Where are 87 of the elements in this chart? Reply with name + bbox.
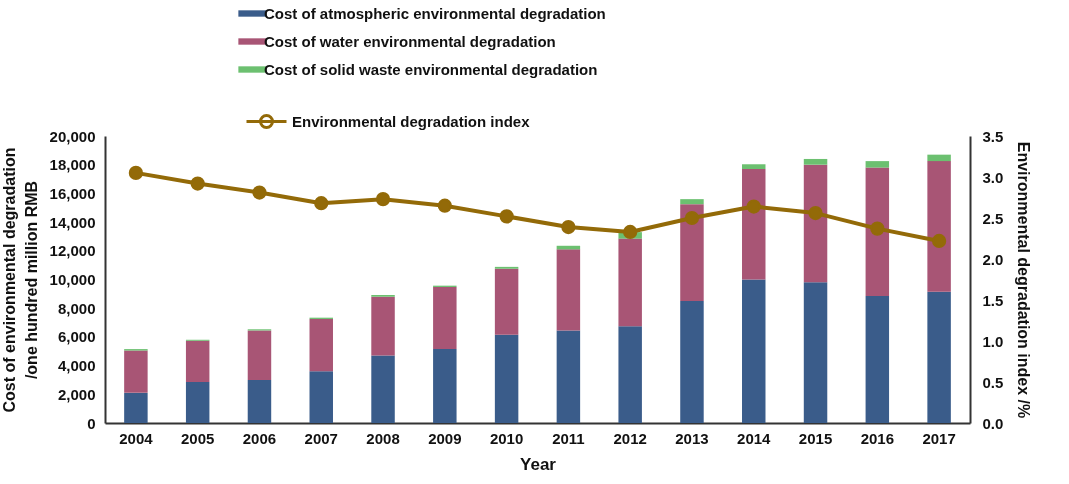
bar	[433, 349, 457, 423]
x-tick-label: 2011	[552, 429, 585, 447]
legend-label: Cost of solid waste environmental degradation	[264, 60, 598, 78]
x-tick-label: 2010	[489, 429, 524, 447]
point	[746, 199, 761, 214]
point	[684, 210, 700, 226]
x-tick-label: 2006	[242, 429, 277, 447]
y-tick-label: 8,000	[57, 299, 96, 317]
x-tick-label: 2012	[613, 429, 647, 447]
y2-axis-title: Environmental degradation index /%	[1015, 141, 1033, 419]
bar	[803, 164, 828, 283]
y-tick-label: 16,000	[49, 184, 96, 202]
x-tick-label: 2009	[428, 429, 462, 447]
bar	[680, 204, 704, 302]
x-tick-label: 2016	[860, 429, 895, 447]
point	[623, 224, 638, 240]
bar	[865, 161, 890, 168]
point	[870, 221, 885, 236]
bar	[247, 379, 272, 423]
x-tick-label: 2014	[737, 429, 772, 447]
y2-tick-label: 1.5	[982, 291, 1004, 309]
y2-tick-label: 0.0	[982, 414, 1004, 432]
bar	[309, 371, 333, 423]
bar	[124, 392, 148, 423]
x-tick-label: 2015	[798, 429, 833, 447]
bar	[865, 167, 890, 296]
y-axis-title: Cost of environmental degradation /one hundred million RMB	[0, 147, 40, 413]
y2-tick-label: 3.0	[982, 168, 1004, 186]
bar	[680, 199, 704, 205]
y-tick-label: 4,000	[57, 357, 96, 375]
y-tick-label: 10,000	[49, 271, 96, 288]
bar	[371, 355, 395, 423]
legend-label: Cost of atmospheric environmental degradation	[264, 4, 606, 22]
bar	[556, 249, 581, 331]
bar	[803, 158, 828, 165]
bar	[927, 161, 951, 292]
bar	[927, 291, 951, 423]
y2-tick-label: 2.0	[982, 250, 1004, 268]
bar	[803, 282, 828, 423]
bar	[494, 334, 519, 423]
x-tick-label: 2004	[119, 429, 154, 447]
y-tick-label: 0	[87, 414, 96, 432]
y2-tick-label: 1.0	[982, 332, 1004, 350]
y2-tick-label: 2.5	[982, 209, 1004, 227]
bar	[618, 326, 642, 423]
bar	[247, 330, 272, 380]
bar	[742, 279, 766, 423]
bar	[309, 318, 333, 372]
legend-label: Cost of water environmental degradation	[264, 32, 556, 50]
y2-tick-label: 0.5	[982, 373, 1004, 391]
bar	[433, 286, 457, 350]
x-tick-label: 2007	[304, 429, 338, 447]
point	[808, 205, 823, 221]
y-tick-label: 2,000	[57, 385, 96, 403]
y-tick-label: 20,000	[49, 127, 96, 145]
bar	[556, 330, 581, 423]
bar	[618, 238, 642, 327]
bar	[742, 164, 766, 170]
bar	[185, 382, 210, 423]
point	[190, 176, 205, 191]
point	[375, 192, 391, 207]
point	[314, 196, 329, 211]
point	[128, 165, 144, 181]
point	[437, 198, 452, 213]
y-tick-label: 18,000	[49, 156, 96, 174]
legend-label: Environmental degradation index	[292, 112, 531, 130]
bar	[185, 340, 210, 383]
y2-tick-label: 3.5	[982, 127, 1004, 145]
bar	[742, 169, 766, 280]
point	[561, 219, 576, 235]
y-tick-label: 14,000	[49, 213, 96, 231]
bar	[124, 350, 148, 393]
point	[252, 185, 267, 200]
bar	[927, 154, 951, 162]
x-tick-label: 2005	[180, 429, 215, 447]
bar	[371, 296, 395, 356]
bar	[865, 296, 890, 423]
bar	[680, 301, 704, 423]
y-tick-label: 6,000	[57, 328, 96, 346]
point	[499, 209, 514, 224]
x-tick-label: 2013	[675, 429, 709, 447]
x-axis-title: Year	[520, 454, 557, 474]
bar	[494, 268, 519, 335]
x-tick-label: 2017	[922, 429, 956, 447]
x-tick-label: 2008	[366, 429, 400, 447]
y-tick-label: 12,000	[49, 242, 96, 260]
point	[931, 233, 947, 249]
